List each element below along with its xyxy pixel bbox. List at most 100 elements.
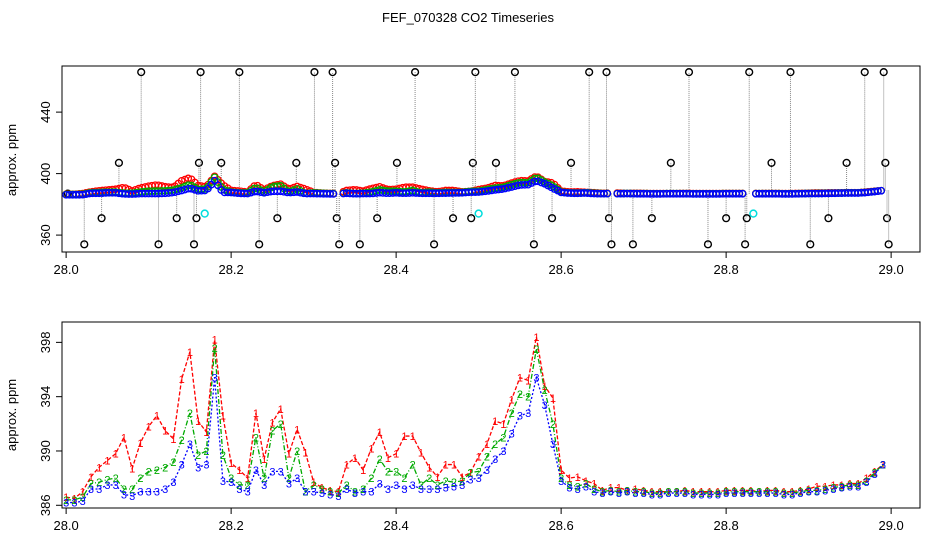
bottom-series-2-marker: 2 [71,495,77,507]
calibration-point [647,214,656,223]
bottom-series-3-marker: 3 [368,487,374,499]
bottom-series-1-marker: 1 [344,460,350,472]
bottom-series-2-marker: 2 [608,485,614,497]
bottom-series-3-marker: 3 [764,488,770,500]
bottom-series-3-marker: 3 [228,477,234,489]
bottom-series-3-marker: 3 [690,489,696,501]
calibration-point [547,214,557,223]
bottom-series-2-marker: 2 [121,484,127,496]
bottom-series-2-marker: 2 [294,446,300,458]
bottom-series-2-marker: 2 [707,488,713,500]
bottom-series-2-marker: 2 [187,408,193,420]
bottom-series-2-marker: 2 [591,484,597,496]
bottom-series-1-marker: 1 [839,480,845,492]
calibration-point [137,68,146,77]
bottom-series-1-marker: 1 [80,487,86,499]
bottom-series-2-marker: 2 [542,385,548,397]
calibration-point [510,68,520,77]
bottom-series-2-marker: 2 [748,487,754,499]
bottom-series-1-marker: 1 [253,408,259,420]
bottom-series-3-marker: 3 [434,484,440,496]
bottom-series-1-marker: 1 [591,479,597,491]
calibration-point [194,158,204,167]
bottom-xtick-label: 28.0 [53,518,78,533]
top-series-3 [62,176,886,199]
bottom-series-1-marker: 1 [410,431,416,443]
bottom-series-1-marker: 1 [855,479,861,491]
bottom-series-1-marker: 1 [335,487,341,499]
bottom-series-1-marker: 1 [566,473,572,485]
calibration-point [703,240,713,249]
bottom-xtick-label: 28.8 [713,518,738,533]
reference-points [200,209,758,218]
bottom-series-1-marker: 1 [781,487,787,499]
bottom-series-3-marker: 3 [104,480,110,492]
bottom-series-3-marker: 3 [566,483,572,495]
bottom-series-1-marker: 1 [121,432,127,444]
calibration-point [328,68,337,77]
bottom-series-2-marker: 2 [731,487,737,499]
bottom-series-1-marker: 1 [484,439,490,451]
bottom-series-2-marker: 2 [311,480,317,492]
bottom-series-1-marker: 1 [170,434,176,446]
calibration-point [192,214,201,223]
bottom-series-2-marker: 2 [624,485,630,497]
bottom-series-3-marker: 3 [63,498,69,510]
top-panel: 28.0 28.2 28.4 28.6 28.8 29.0 360 400 440 approx… [4,65,921,277]
bottom-series-3-marker: 3 [113,480,119,492]
bottom-series-3-marker: 3 [352,488,358,500]
bottom-series-3-marker: 3 [707,489,713,501]
bottom-series-1-marker: 1 [500,419,506,431]
bottom-series-3-marker: 3 [806,487,812,499]
bottom-series-1-marker: 1 [261,454,267,466]
bottom-series-1-marker: 1 [525,375,531,387]
bottom-series-3-marker: 3 [599,488,605,500]
calibration-point [767,158,776,167]
bottom-series-1-marker: 1 [542,381,548,393]
figure-title: FEF_070328 CO2 Timeseries [382,10,554,25]
bottom-series-3-marker: 3 [377,479,383,491]
bottom-series-3-marker: 3 [822,485,828,497]
bottom-series-3-marker: 3 [129,491,135,503]
bottom-xtick-label: 28.4 [383,518,408,533]
bottom-series-1-marker: 1 [773,485,779,497]
bottom-series-2-marker: 2 [410,460,416,472]
bottom-series-2-marker: 2 [212,343,218,355]
bottom-series-3-marker: 3 [509,428,515,440]
bottom-series-2-marker: 2 [220,450,226,462]
bottom-series-3-marker: 3 [756,488,762,500]
calibration-point [881,158,890,167]
bottom-series-2-marker: 2 [814,485,820,497]
bottom-series-1-marker: 1 [847,479,853,491]
bottom-series-1-marker: 1 [368,443,374,455]
bottom-series-1-marker: 1 [459,472,465,484]
bottom-series-1-marker: 1 [179,374,185,386]
bottom-series-3-marker: 3 [723,488,729,500]
bottom-series-3-marker: 3 [641,488,647,500]
bottom-series-1-marker: 1 [278,404,284,416]
bottom-series-3-marker: 3 [748,488,754,500]
calibration-point [604,214,614,223]
top-xtick-label: 28.0 [53,262,78,277]
bottom-xtick-label: 28.2 [218,518,243,533]
bottom-series-1-marker: 1 [137,438,143,450]
bottom-xtick-label: 28.6 [548,518,573,533]
bottom-series-3-marker: 3 [682,488,688,500]
bottom-series-2-marker: 2 [401,473,407,485]
bottom-series-1-marker: 1 [311,477,317,489]
calibration-point [335,240,344,249]
bottom-series-3-marker: 3 [847,481,853,493]
bottom-series-3-marker: 3 [195,462,201,474]
bottom-series-1-marker: 1 [434,472,440,484]
bottom-series-2-marker: 2 [715,488,721,500]
top-series-3-point [738,189,747,198]
top-series-3-point [600,189,608,198]
bottom-series-3-marker: 3 [426,484,432,496]
calibration-point [628,240,638,249]
bottom-series-2-marker: 2 [146,466,152,478]
bottom-series-1-marker: 1 [756,487,762,499]
bottom-series-3-marker: 3 [872,469,878,481]
bottom-series-2-marker: 2 [286,473,292,485]
top-series-3-point [874,187,882,196]
